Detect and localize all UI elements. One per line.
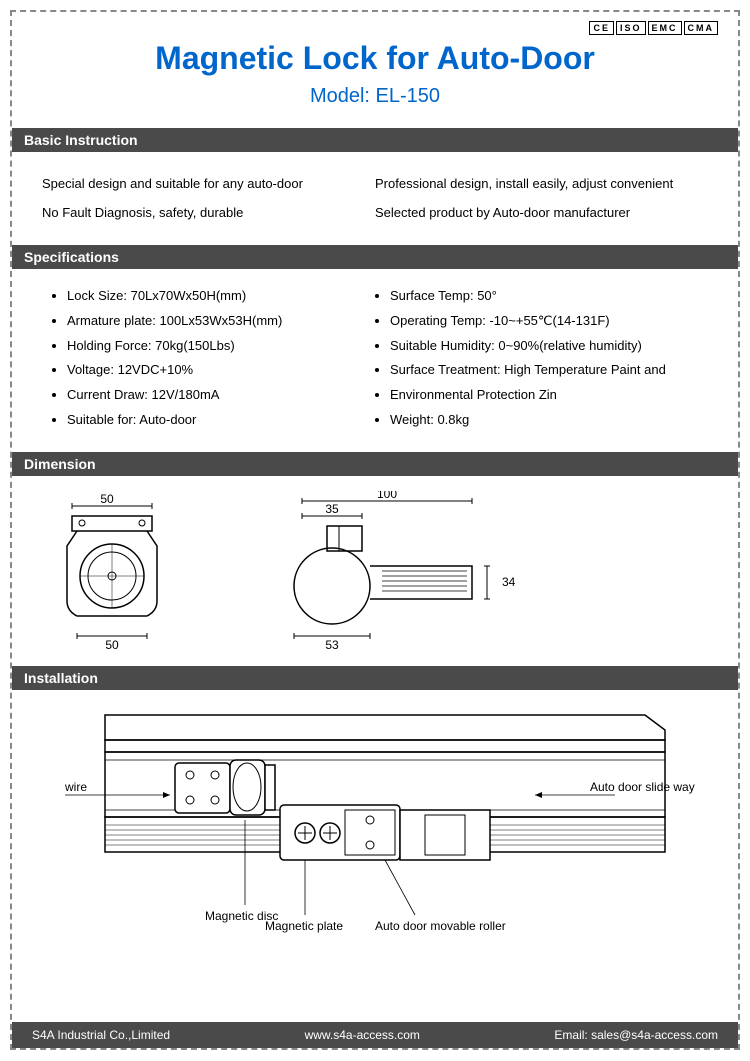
spec-item: Voltage: 12VDC+10% [67, 358, 375, 383]
specs-left: Lock Size: 70Lx70Wx50H(mm) Armature plat… [52, 284, 375, 432]
spec-item: Armature plate: 100Lx53Wx53H(mm) [67, 309, 375, 334]
dim-label: 34 [502, 575, 516, 589]
install-label: wire [64, 780, 87, 794]
dim-label: 50 [105, 638, 119, 651]
instruction-item: Selected product by Auto-door manufactur… [375, 199, 708, 228]
cert-badge: CMA [684, 21, 719, 35]
page-title: Magnetic Lock for Auto-Door [12, 40, 738, 77]
specs-grid: Lock Size: 70Lx70Wx50H(mm) Armature plat… [12, 269, 738, 452]
cert-badge: ISO [616, 21, 646, 35]
specs-right: Surface Temp: 50° Operating Temp: -10~+5… [375, 284, 698, 432]
spec-item: Operating Temp: -10~+55℃(14-131F) [390, 309, 698, 334]
instruction-right: Professional design, install easily, adj… [375, 170, 708, 227]
spec-item: Suitable Humidity: 0~90%(relative humidi… [390, 334, 698, 359]
section-basic-instruction: Basic Instruction [12, 128, 738, 152]
footer-company: S4A Industrial Co.,Limited [32, 1028, 170, 1042]
certifications-row: CEISOEMCCMA [12, 12, 738, 35]
dimension-front-view: 50 50 [42, 491, 192, 651]
model-label: Model: EL-150 [12, 85, 738, 108]
cert-badge: CE [589, 21, 614, 35]
spec-item: Current Draw: 12V/180mA [67, 383, 375, 408]
instruction-grid: Special design and suitable for any auto… [12, 152, 738, 245]
cert-badge: EMC [648, 21, 682, 35]
spec-item: Holding Force: 70kg(150Lbs) [67, 334, 375, 359]
footer: S4A Industrial Co.,Limited www.s4a-acces… [12, 1022, 738, 1048]
spec-item: Environmental Protection Zin [390, 383, 698, 408]
dimension-side-view: 100 35 34 53 [272, 491, 532, 651]
spec-item: Weight: 0.8kg [390, 408, 698, 433]
dim-label: 100 [377, 491, 397, 501]
install-label: Auto door movable roller [375, 919, 506, 933]
instruction-left: Special design and suitable for any auto… [42, 170, 375, 227]
dim-label: 50 [100, 492, 114, 506]
section-specifications: Specifications [12, 245, 738, 269]
installation-area: wire Magnetic disc Magnetic plate Auto d… [12, 690, 738, 1015]
dim-label: 53 [325, 638, 339, 651]
instruction-item: No Fault Diagnosis, safety, durable [42, 199, 375, 228]
install-label: Magnetic plate [265, 919, 343, 933]
spec-item: Surface Treatment: High Temperature Pain… [390, 358, 698, 383]
spec-item: Lock Size: 70Lx70Wx50H(mm) [67, 284, 375, 309]
dim-label: 35 [325, 502, 339, 516]
dimension-area: 50 50 100 [12, 476, 738, 666]
instruction-item: Special design and suitable for any auto… [42, 170, 375, 199]
footer-website: www.s4a-access.com [305, 1028, 420, 1042]
section-installation: Installation [12, 666, 738, 690]
spec-item: Surface Temp: 50° [390, 284, 698, 309]
instruction-item: Professional design, install easily, adj… [375, 170, 708, 199]
spec-item: Suitable for: Auto-door [67, 408, 375, 433]
page-container: CEISOEMCCMA Magnetic Lock for Auto-Door … [10, 10, 740, 1050]
footer-email: Email: sales@s4a-access.com [554, 1028, 718, 1042]
install-label: Auto door slide way [590, 780, 695, 794]
section-dimension: Dimension [12, 452, 738, 476]
